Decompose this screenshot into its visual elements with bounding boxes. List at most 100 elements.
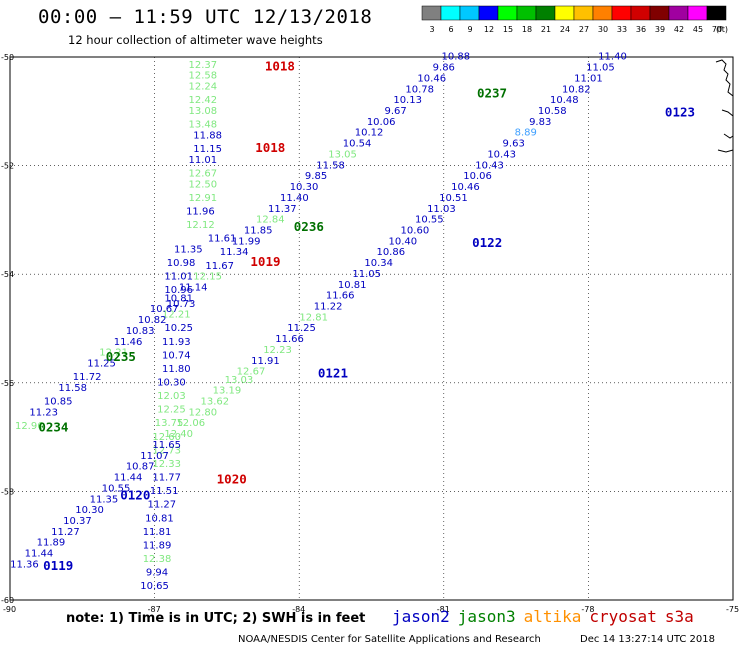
colorbar-tick-label: 70 — [712, 25, 722, 34]
swh-value: 11.07 — [140, 451, 169, 462]
swh-value: 13.08 — [188, 106, 217, 117]
swh-value: 11.40 — [598, 52, 627, 63]
swh-value: 13.03 — [225, 375, 254, 386]
swh-value: 11.66 — [326, 291, 355, 302]
swh-value: 12.67 — [188, 168, 217, 179]
swh-value: 10.46 — [451, 182, 480, 193]
swh-value: 10.51 — [439, 193, 468, 204]
swh-value: 12.33 — [152, 459, 181, 470]
lon-tick-label: -78 — [581, 605, 594, 614]
lat-tick-label: -50 — [1, 53, 14, 62]
colorbar-tick-label: 21 — [541, 25, 551, 34]
swh-value: 12.24 — [188, 82, 217, 93]
pass-time-label: 0119 — [43, 558, 73, 573]
swh-value: 13.05 — [328, 149, 357, 160]
swh-value: 10.81 — [164, 293, 193, 304]
swh-value: 11.14 — [179, 282, 208, 293]
swh-value: 11.77 — [152, 473, 181, 484]
swh-value: 10.43 — [487, 149, 516, 160]
swh-value: 12.80 — [188, 407, 217, 418]
swh-value: 10.81 — [338, 280, 367, 291]
lat-tick-label: -60 — [1, 596, 14, 605]
swh-value: 11.27 — [51, 527, 80, 538]
swh-value: 11.22 — [314, 301, 343, 312]
swh-value: 12.73 — [152, 445, 181, 456]
swh-value: 11.72 — [73, 372, 102, 383]
lon-tick-label: -75 — [726, 605, 739, 614]
swh-value: 10.67 — [150, 304, 179, 315]
swh-value: 9.63 — [503, 139, 525, 150]
swh-value: 10.60 — [401, 225, 430, 236]
swh-value: 10.96 — [164, 285, 193, 296]
swh-value: 11.99 — [232, 236, 261, 247]
swh-value: 10.34 — [364, 258, 393, 269]
swh-value: 11.93 — [162, 337, 191, 348]
swh-value: 11.80 — [162, 364, 191, 375]
colorbar-swatch — [497, 5, 518, 21]
swh-value: 9.94 — [146, 568, 168, 579]
colorbar-tick-label: 12 — [484, 25, 494, 34]
swh-value: 10.86 — [376, 247, 405, 258]
legend-s3a: s3a — [664, 607, 694, 626]
swh-value: 11.37 — [268, 204, 297, 215]
pass-time-label: 0122 — [472, 235, 502, 250]
swh-value: 10.30 — [290, 182, 319, 193]
swh-value: 11.15 — [193, 144, 222, 155]
lat-tick-label: -56 — [1, 379, 14, 388]
swh-value: 10.30 — [157, 378, 186, 389]
swh-value: 12.81 — [299, 312, 328, 323]
colorbar-tick-label: 36 — [636, 25, 646, 34]
swh-value: 11.01 — [574, 73, 603, 84]
swh-value: 11.03 — [427, 204, 456, 215]
lon-tick-label: -90 — [3, 605, 16, 614]
swh-value: 10.40 — [389, 236, 418, 247]
swh-value: 12.12 — [186, 220, 215, 231]
swh-value: 12.58 — [188, 71, 217, 82]
swh-value: 12.96 — [15, 421, 44, 432]
swh-value: 12.03 — [157, 391, 186, 402]
swh-value: 10.37 — [63, 516, 92, 527]
swh-value: 10.82 — [138, 315, 167, 326]
swh-value: 10.25 — [164, 323, 193, 334]
swh-value: 11.44 — [114, 473, 143, 484]
pass-time-label: 0123 — [665, 105, 695, 120]
swh-value: 10.82 — [562, 84, 591, 95]
swh-value: 12.84 — [256, 215, 285, 226]
colorbar-tick-label: 6 — [448, 25, 453, 34]
footer-credit: NOAA/NESDIS Center for Satellite Applica… — [238, 634, 541, 645]
lat-tick-label: -54 — [1, 270, 14, 279]
lon-tick-label: -84 — [292, 605, 305, 614]
swh-value: 11.91 — [251, 356, 280, 367]
swh-value: 11.05 — [352, 269, 381, 280]
swh-value: 13.19 — [213, 386, 242, 397]
pass-time-label: 0236 — [294, 219, 324, 234]
pass-time-label: 0237 — [477, 86, 507, 101]
lat-tick-label: -52 — [1, 162, 14, 171]
colorbar-swatch — [611, 5, 632, 21]
swh-value: 12.37 — [188, 60, 217, 71]
swh-value: 11.85 — [244, 225, 273, 236]
swh-value: 11.01 — [164, 272, 193, 283]
swh-value: 11.05 — [586, 63, 615, 74]
footer-timestamp: Dec 14 13:27:14 UTC 2018 — [580, 634, 715, 645]
swh-value: 11.96 — [186, 206, 215, 217]
swh-value: 9.85 — [305, 171, 327, 182]
swh-value: 11.23 — [29, 407, 58, 418]
swh-value: 10.43 — [475, 160, 504, 171]
colorbar-unit: (ft) — [716, 25, 728, 34]
colorbar-swatch — [592, 5, 613, 21]
swh-value: 11.58 — [316, 160, 345, 171]
map-frame — [9, 56, 734, 601]
swh-value: 11.67 — [205, 261, 234, 272]
colorbar-tick-label: 18 — [522, 25, 532, 34]
pass-time-label: 1019 — [250, 254, 280, 269]
swh-value: 13.48 — [188, 120, 217, 131]
swh-value: 12.23 — [263, 345, 292, 356]
swh-value: 11.01 — [188, 155, 217, 166]
swh-value: 11.61 — [208, 234, 237, 245]
swh-value: 11.65 — [152, 440, 181, 451]
colorbar-swatch — [478, 5, 499, 21]
colorbar-tick-label: 30 — [598, 25, 608, 34]
colorbar-tick-label: 27 — [579, 25, 589, 34]
colorbar-swatch — [668, 5, 689, 21]
